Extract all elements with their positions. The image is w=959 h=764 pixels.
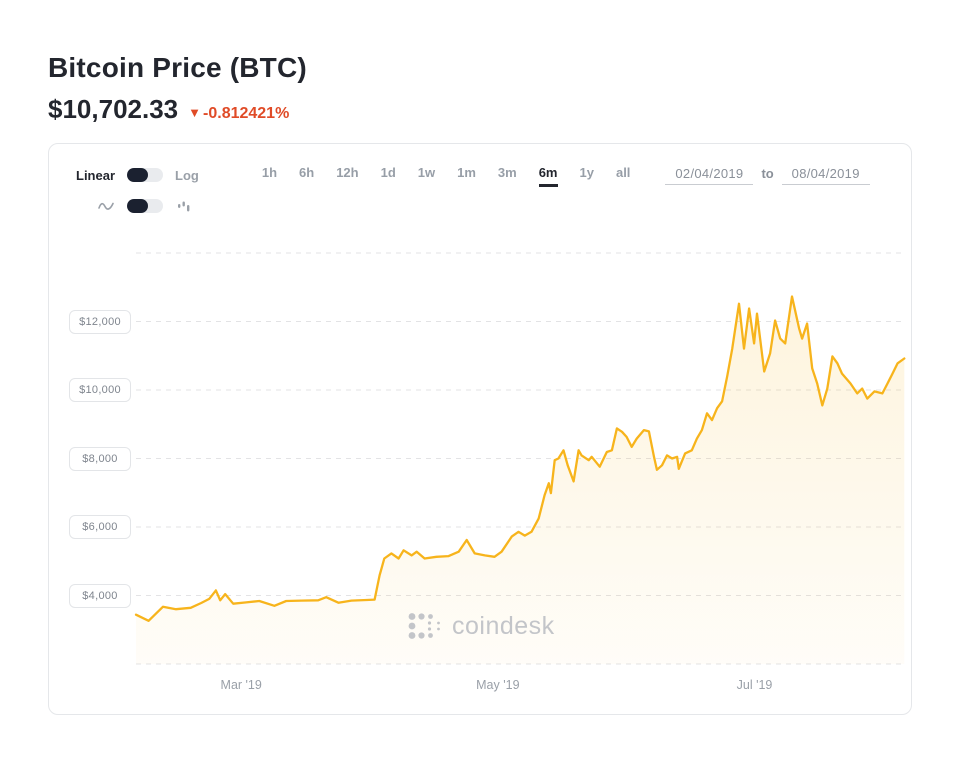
range-button-6m[interactable]: 6m — [538, 163, 558, 187]
price-chart-svg — [134, 252, 906, 665]
coindesk-watermark: coindesk — [407, 612, 555, 641]
range-button-all[interactable]: all — [615, 165, 631, 180]
coindesk-logo-icon — [408, 613, 440, 639]
y-axis-label: $6,000 — [69, 515, 131, 539]
change-percent: -0.812421% — [203, 105, 290, 122]
down-arrow-icon: ▼ — [188, 105, 202, 120]
y-axis-label: $10,000 — [69, 378, 131, 402]
log-label[interactable]: Log — [175, 167, 199, 183]
date-to-input[interactable] — [781, 165, 870, 185]
toggle-knob — [127, 199, 148, 213]
bar-chart-icon[interactable] — [175, 198, 193, 214]
y-axis-label: $8,000 — [69, 446, 131, 471]
chart-toolbar: Linear Log 1h 6h 12h 1d 1w 1m 3m 6m 1y all to — [76, 163, 891, 187]
price-header: Bitcoin Price (BTC) $10,702.33 ▼ -0.8124… — [48, 52, 307, 125]
x-axis-label: May '19 — [476, 678, 520, 692]
watermark-text: coindesk — [452, 612, 555, 640]
date-range-picker: to — [665, 165, 870, 185]
x-axis-label: Jul '19 — [736, 678, 773, 692]
current-price: $10,702.33 — [48, 94, 179, 124]
chart-card: Linear Log 1h 6h 12h 1d 1w 1m 3m 6m 1y all to $12… — [48, 143, 912, 715]
toggle-knob — [127, 168, 149, 182]
date-to-label: to — [761, 165, 774, 181]
linear-label[interactable]: Linear — [76, 167, 116, 183]
range-button-1m[interactable]: 1m — [457, 165, 476, 180]
range-button-1w[interactable]: 1w — [417, 165, 436, 180]
range-button-6h[interactable]: 6h — [299, 165, 315, 180]
range-button-1y[interactable]: 1y — [579, 165, 594, 180]
chart-type-switch — [97, 196, 193, 216]
chart-type-toggle[interactable] — [127, 199, 163, 213]
range-button-group: 1h 6h 12h 1d 1w 1m 3m 6m 1y all — [251, 163, 642, 187]
price-chart-plot[interactable] — [134, 252, 906, 665]
range-button-12h[interactable]: 12h — [336, 165, 359, 180]
y-axis-label: $4,000 — [69, 583, 131, 608]
scale-toggle[interactable] — [127, 168, 164, 182]
range-button-3m[interactable]: 3m — [497, 165, 517, 180]
price-change: ▼ -0.812421% — [188, 105, 289, 123]
date-from-input[interactable] — [665, 165, 754, 185]
x-axis-label: Mar '19 — [220, 678, 262, 692]
line-chart-icon[interactable] — [97, 198, 115, 214]
range-button-1d[interactable]: 1d — [380, 165, 396, 180]
y-axis-label: $12,000 — [69, 309, 131, 334]
range-button-1h[interactable]: 1h — [261, 165, 278, 180]
page-title: Bitcoin Price (BTC) — [48, 52, 307, 83]
